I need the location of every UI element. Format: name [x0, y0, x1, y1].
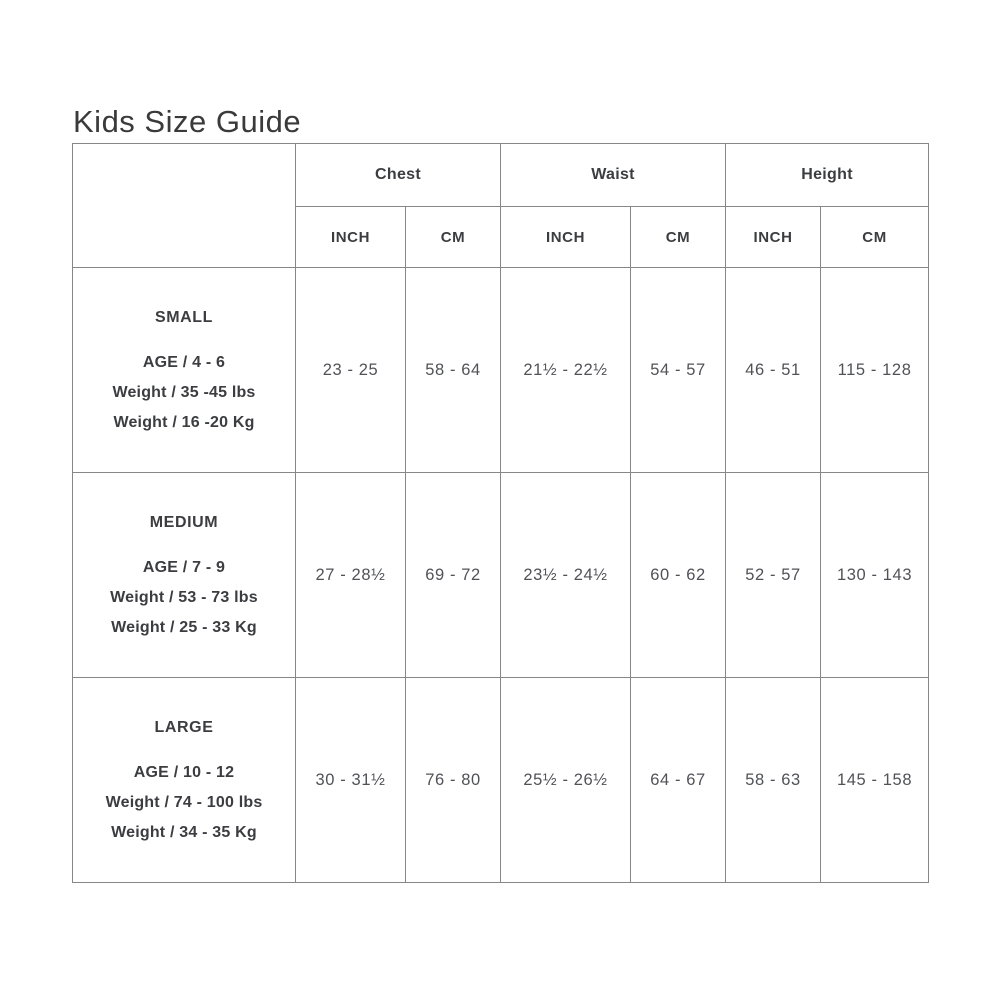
size-row-large: LARGE AGE / 10 - 12 Weight / 74 - 100 lb… — [72, 677, 930, 883]
weight-kg-line: Weight / 34 - 35 Kg — [111, 823, 257, 841]
size-row-small: SMALL AGE / 4 - 6 Weight / 35 -45 lbs We… — [72, 267, 930, 473]
chest-inch-value: 23 - 25 — [295, 267, 406, 473]
corner-cell — [72, 143, 296, 268]
group-header-height: Height — [725, 143, 930, 207]
age-line: AGE / 7 - 9 — [142, 558, 226, 576]
height-cm-header: CM — [820, 206, 930, 268]
waist-inch-value: 25½ - 26½ — [500, 677, 632, 883]
group-header-waist: Waist — [500, 143, 727, 207]
height-inch-value: 58 - 63 — [725, 677, 822, 883]
unit-header-row: INCH CM INCH CM INCH CM — [73, 206, 930, 268]
height-inch-value: 52 - 57 — [725, 472, 822, 678]
chest-inch-value: 30 - 31½ — [295, 677, 406, 883]
height-cm-value: 115 - 128 — [820, 267, 930, 473]
size-label-cell: LARGE AGE / 10 - 12 Weight / 74 - 100 lb… — [72, 677, 296, 883]
age-line: AGE / 10 - 12 — [133, 763, 235, 781]
waist-cm-value: 60 - 62 — [630, 472, 727, 678]
weight-kg-line: Weight / 25 - 33 Kg — [111, 618, 257, 636]
size-guide-table: Chest Waist Height INCH CM INCH CM INCH … — [72, 143, 930, 883]
size-name: SMALL — [154, 308, 214, 326]
chest-inch-value: 27 - 28½ — [295, 472, 406, 678]
waist-inch-header: INCH — [500, 206, 632, 268]
size-name: MEDIUM — [149, 513, 219, 531]
waist-cm-header: CM — [630, 206, 727, 268]
weight-lbs-line: Weight / 35 -45 lbs — [112, 383, 256, 401]
chest-cm-value: 58 - 64 — [404, 267, 502, 473]
chest-cm-value: 76 - 80 — [404, 677, 502, 883]
waist-cm-value: 54 - 57 — [630, 267, 727, 473]
height-inch-value: 46 - 51 — [725, 267, 822, 473]
size-name: LARGE — [154, 718, 214, 736]
weight-lbs-line: Weight / 74 - 100 lbs — [105, 793, 263, 811]
page-title: Kids Size Guide — [73, 104, 302, 139]
weight-lbs-line: Weight / 53 - 73 lbs — [110, 588, 258, 606]
chest-cm-value: 69 - 72 — [404, 472, 502, 678]
group-header-row: Chest Waist Height — [72, 143, 930, 268]
chest-inch-header: INCH — [295, 206, 406, 268]
height-cm-value: 145 - 158 — [820, 677, 930, 883]
height-cm-value: 130 - 143 — [820, 472, 930, 678]
size-row-medium: MEDIUM AGE / 7 - 9 Weight / 53 - 73 lbs … — [72, 472, 930, 678]
weight-kg-line: Weight / 16 -20 Kg — [113, 413, 255, 431]
height-inch-header: INCH — [725, 206, 822, 268]
size-label-cell: SMALL AGE / 4 - 6 Weight / 35 -45 lbs We… — [72, 267, 296, 473]
waist-cm-value: 64 - 67 — [630, 677, 727, 883]
group-header-chest: Chest — [294, 143, 502, 207]
age-line: AGE / 4 - 6 — [142, 353, 226, 371]
waist-inch-value: 23½ - 24½ — [500, 472, 632, 678]
chest-cm-header: CM — [404, 206, 502, 268]
size-label-cell: MEDIUM AGE / 7 - 9 Weight / 53 - 73 lbs … — [72, 472, 296, 678]
waist-inch-value: 21½ - 22½ — [500, 267, 632, 473]
